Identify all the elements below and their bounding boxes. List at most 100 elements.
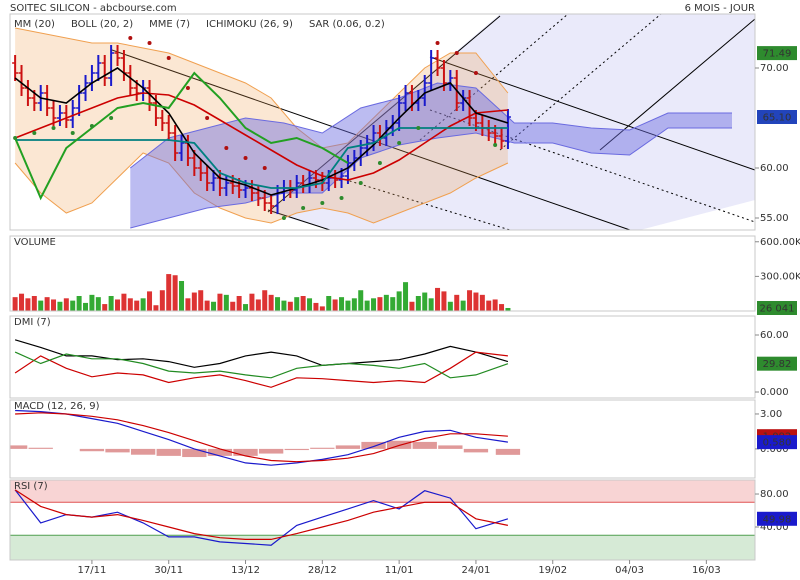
- sar-dot: [89, 124, 94, 128]
- kijun-line: [15, 127, 508, 189]
- senkou-a: [129, 82, 732, 169]
- sar-dot: [493, 143, 498, 147]
- sar-dot: [109, 116, 114, 120]
- sar-dot: [70, 131, 75, 135]
- trend-drawings: [111, 14, 755, 230]
- y-tick-label: 0.000: [760, 444, 789, 455]
- volume-bar: [351, 298, 357, 311]
- last-value-box: [757, 110, 797, 124]
- volume-bar: [441, 291, 447, 311]
- indicator-line: [15, 409, 508, 466]
- volume-bar: [147, 291, 153, 311]
- volume-bar: [422, 292, 428, 311]
- last-value-label: 65.10: [763, 113, 792, 124]
- histogram-bar: [28, 447, 53, 449]
- volume-bar: [89, 294, 95, 311]
- trend-line: [429, 109, 755, 223]
- sar-dot: [416, 126, 421, 130]
- volume-bar: [191, 292, 197, 311]
- sar-dot: [166, 56, 171, 60]
- last-value-label: 49.98: [763, 514, 792, 525]
- panel-title: DMI (7): [14, 317, 51, 328]
- trend-line: [111, 49, 631, 230]
- volume-bar: [307, 298, 313, 311]
- sar-dot: [397, 141, 402, 145]
- x-tick-label: 28/12: [308, 565, 337, 576]
- sar-dot: [339, 196, 344, 200]
- trend-line: [599, 18, 755, 151]
- volume-bar: [499, 304, 505, 311]
- page-title: SOITEC SILICON - abcbourse.com: [10, 3, 177, 14]
- sar-dot: [262, 166, 267, 170]
- last-value-box: [757, 356, 797, 371]
- indicator-line: [14, 351, 508, 388]
- volume-bar: [51, 299, 57, 311]
- sar-dot: [13, 136, 18, 140]
- volume-bar: [473, 292, 479, 311]
- panel: [10, 409, 521, 466]
- volume-bar: [57, 301, 63, 311]
- volume-bar: [159, 290, 165, 311]
- overbought-zone: [10, 480, 755, 503]
- panel: [12, 27, 733, 229]
- histogram-bar: [438, 445, 463, 449]
- channel-fill: [268, 14, 755, 230]
- histogram-bar: [463, 448, 489, 453]
- y-tick-label: 300.00K: [760, 271, 800, 282]
- histogram-bar: [335, 445, 361, 449]
- volume-bar: [166, 274, 172, 311]
- volume-bar: [377, 297, 383, 311]
- sar-dot: [243, 156, 248, 160]
- band-fill: [15, 28, 508, 223]
- volume-bar: [76, 296, 82, 311]
- volume-bar: [403, 282, 409, 311]
- y-tick-label: 70.00: [760, 63, 789, 74]
- volume-bar: [339, 297, 345, 311]
- sar-dot: [51, 126, 56, 130]
- panel: [12, 274, 511, 311]
- histogram-bar: [207, 448, 233, 456]
- y-tick-label: 60.00: [760, 330, 789, 341]
- last-value-label: 29.82: [763, 359, 792, 370]
- volume-bar: [326, 296, 332, 311]
- volume-bar: [179, 281, 185, 311]
- sar-dot: [301, 206, 306, 210]
- trend-line: [419, 14, 569, 141]
- histogram-bar: [182, 448, 207, 458]
- panel-frame: [9, 399, 756, 479]
- y-tick-label: 40.00: [760, 522, 789, 533]
- histogram-bar: [79, 448, 105, 452]
- volume-bar: [70, 300, 76, 311]
- indicator-line: [14, 67, 509, 196]
- x-tick-label: 19/02: [538, 565, 567, 576]
- volume-bar: [223, 294, 229, 311]
- legend-entry: BOLL (20, 2): [71, 19, 133, 30]
- trend-line: [429, 56, 755, 171]
- panel-frame: [9, 13, 756, 231]
- y-tick-label: 3.00: [760, 409, 782, 420]
- volume-bar: [415, 296, 421, 311]
- panel-title: VOLUME: [14, 237, 56, 248]
- sar-dot: [454, 51, 459, 55]
- y-tick-label: 60.00: [760, 163, 789, 174]
- volume-bar: [38, 300, 44, 311]
- histogram-bar: [310, 447, 335, 449]
- y-tick-label: 600.00K: [760, 237, 800, 248]
- volume-bar: [332, 299, 338, 311]
- sar-dot: [320, 201, 325, 205]
- volume-bar: [95, 297, 101, 311]
- volume-bar: [204, 300, 210, 311]
- x-tick-label: 16/03: [692, 565, 721, 576]
- volume-bar: [243, 304, 249, 311]
- volume-bar: [486, 300, 492, 311]
- volume-bar: [358, 290, 364, 311]
- volume-bar: [313, 302, 319, 311]
- histogram-bar: [130, 448, 156, 455]
- volume-bar: [275, 297, 281, 311]
- histogram-bar: [156, 448, 181, 456]
- volume-bar: [460, 300, 466, 311]
- x-tick-label: 24/01: [462, 565, 491, 576]
- last-value-box: [757, 300, 797, 315]
- histogram-bar: [105, 448, 130, 453]
- histogram-bar: [284, 448, 309, 451]
